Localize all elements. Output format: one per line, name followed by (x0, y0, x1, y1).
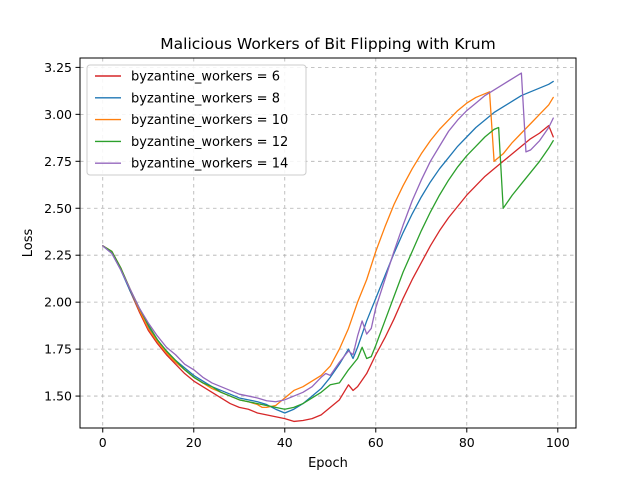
x-tick-label: 40 (277, 435, 293, 450)
series-line (102, 80, 554, 414)
y-tick-label: 1.50 (44, 389, 72, 404)
chart-title: Malicious Workers of Bit Flipping with K… (160, 35, 495, 53)
y-tick-label: 2.50 (44, 201, 72, 216)
legend-entry: byzantine_workers = 6 (131, 70, 280, 85)
x-tick-label: 60 (368, 435, 384, 450)
x-axis: 0 20 40 60 80 100 (99, 428, 570, 450)
x-tick-label: 100 (546, 435, 570, 450)
legend-entry: byzantine_workers = 12 (131, 135, 288, 150)
legend-entry: byzantine_workers = 8 (131, 91, 280, 106)
series-line (102, 126, 554, 410)
legend-entry: byzantine_workers = 14 (131, 157, 288, 172)
y-tick-label: 3.25 (44, 60, 72, 75)
plot-frame (79, 57, 577, 429)
y-tick-label: 2.75 (44, 154, 72, 169)
grid (80, 58, 576, 428)
series-layer (102, 72, 554, 423)
x-tick-label: 20 (186, 435, 202, 450)
y-tick-label: 2.25 (44, 248, 72, 263)
legend-box (86, 64, 307, 176)
series-line (102, 124, 554, 423)
x-axis-label: Epoch (308, 456, 348, 471)
x-tick-label: 0 (99, 435, 107, 450)
x-tick-label: 80 (459, 435, 475, 450)
legend: byzantine_workers = 6 byzantine_workers =… (86, 64, 307, 176)
y-tick-label: 1.75 (44, 342, 72, 357)
y-tick-label: 2.00 (44, 295, 72, 310)
series-line (102, 72, 554, 403)
legend-entry: byzantine_workers = 10 (131, 113, 288, 128)
y-axis: 1.50 1.75 2.00 2.25 2.50 2.75 3.00 3.25 (44, 60, 80, 404)
y-axis-label: Loss (21, 229, 36, 258)
y-tick-label: 3.00 (44, 107, 72, 122)
